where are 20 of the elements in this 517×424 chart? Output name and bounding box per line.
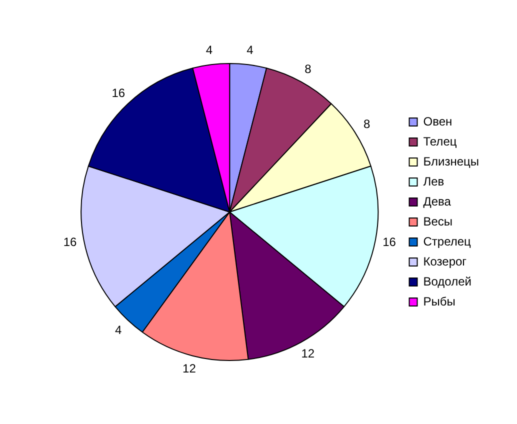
legend-label: Телец: [423, 134, 457, 148]
legend-label: Рыбы: [423, 294, 456, 308]
data-label: 16: [382, 234, 396, 249]
data-label: 12: [182, 362, 196, 376]
data-label: 16: [112, 86, 126, 100]
legend-label: Стрелец: [423, 234, 472, 248]
data-label: 4: [115, 322, 122, 337]
data-label: 4: [246, 43, 254, 58]
data-label: 8: [363, 117, 370, 132]
data-label: 12: [301, 346, 315, 361]
data-label: 8: [304, 62, 312, 76]
legend-label: Дева: [423, 194, 452, 208]
data-label: 16: [63, 234, 77, 249]
legend-label: Лев: [423, 174, 444, 188]
legend-label: Весы: [423, 214, 453, 228]
legend-label: Водолей: [423, 274, 472, 288]
legend-label: Козерог: [423, 254, 468, 268]
legend-label: Овен: [423, 114, 452, 128]
legend-label: Близнецы: [423, 154, 480, 168]
data-label: 4: [206, 43, 213, 58]
